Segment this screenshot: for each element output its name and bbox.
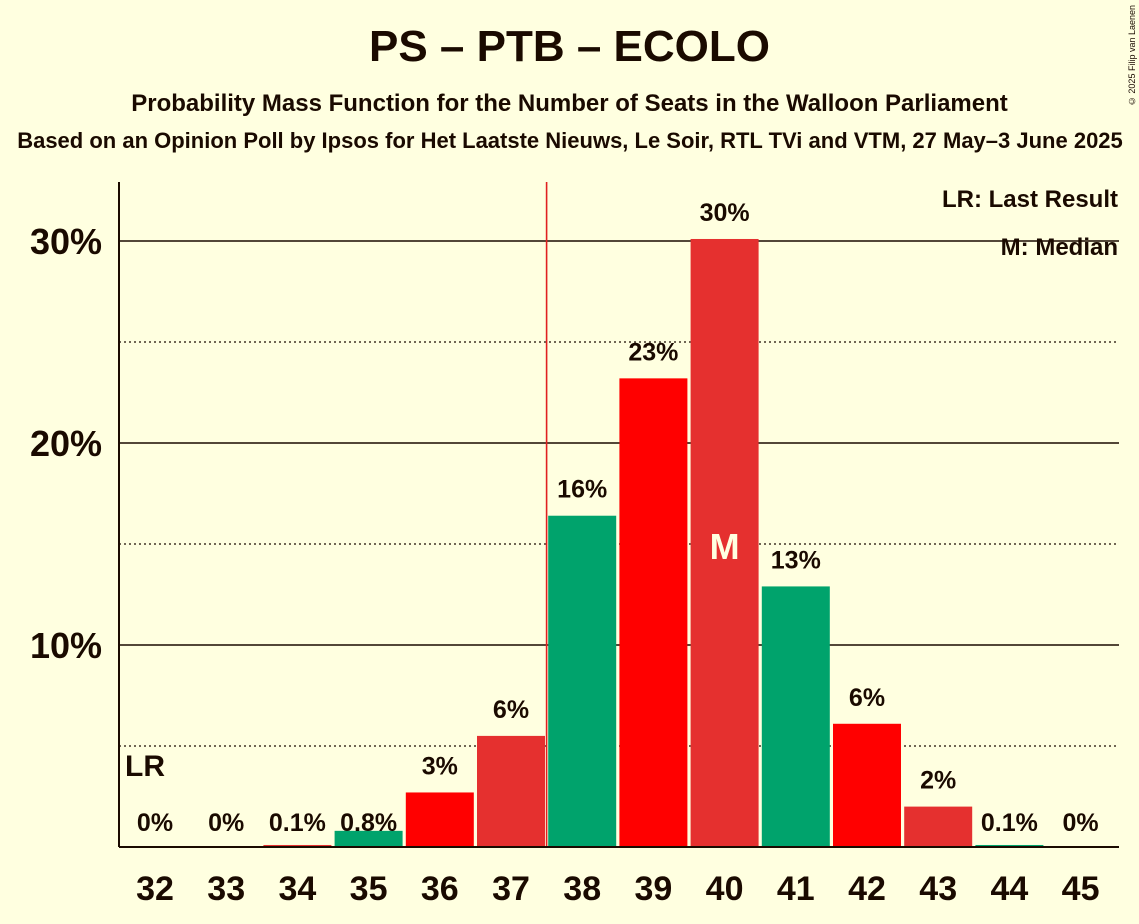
bar bbox=[477, 735, 545, 847]
bar bbox=[619, 378, 688, 847]
chart-source: Based on an Opinion Poll by Ipsos for He… bbox=[17, 128, 1123, 153]
data-label: 0% bbox=[208, 809, 244, 837]
x-tick-label: 43 bbox=[919, 870, 957, 908]
x-tick-label: 39 bbox=[634, 870, 672, 908]
x-tick-label: 34 bbox=[278, 870, 316, 908]
bar bbox=[833, 723, 901, 847]
data-label: 0% bbox=[1063, 809, 1099, 837]
bar bbox=[690, 238, 759, 848]
chart-title: PS – PTB – ECOLO bbox=[369, 22, 770, 71]
x-tick-label: 38 bbox=[563, 870, 601, 908]
bar bbox=[405, 792, 474, 847]
chart-subtitle: Probability Mass Function for the Number… bbox=[131, 90, 1008, 117]
x-tick-label: 32 bbox=[136, 870, 174, 908]
bar bbox=[334, 830, 403, 847]
y-tick-label: 20% bbox=[30, 423, 102, 464]
last-result-marker: LR bbox=[125, 750, 165, 783]
data-label: 0.1% bbox=[981, 809, 1038, 837]
data-label: 30% bbox=[700, 199, 750, 227]
data-label: 6% bbox=[849, 684, 885, 712]
data-label: 3% bbox=[422, 752, 458, 780]
legend-median: M: Median bbox=[1000, 234, 1118, 261]
bar bbox=[548, 515, 617, 847]
x-tick-label: 45 bbox=[1062, 870, 1100, 908]
bar bbox=[975, 844, 1044, 847]
x-tick-label: 42 bbox=[848, 870, 886, 908]
x-tick-label: 35 bbox=[350, 870, 388, 908]
x-tick-label: 41 bbox=[777, 870, 815, 908]
data-label: 0% bbox=[137, 809, 173, 837]
data-label: 13% bbox=[771, 546, 821, 574]
data-label: 23% bbox=[628, 338, 678, 366]
y-tick-label: 10% bbox=[30, 625, 102, 666]
y-tick-label: 30% bbox=[30, 221, 102, 262]
legend-last-result: LR: Last Result bbox=[941, 186, 1118, 213]
bar bbox=[904, 806, 973, 847]
x-tick-label: 44 bbox=[990, 870, 1028, 908]
data-label: 2% bbox=[920, 767, 956, 795]
data-label: 6% bbox=[493, 696, 529, 724]
data-label: 16% bbox=[557, 476, 607, 504]
x-tick-label: 36 bbox=[421, 870, 459, 908]
x-tick-label: 37 bbox=[492, 870, 530, 908]
data-label: 0.8% bbox=[340, 809, 397, 837]
median-marker: M bbox=[710, 526, 740, 567]
bar bbox=[263, 844, 332, 847]
bar bbox=[761, 586, 830, 847]
x-tick-label: 40 bbox=[706, 870, 744, 908]
data-label: 0.1% bbox=[269, 809, 326, 837]
x-tick-label: 33 bbox=[207, 870, 245, 908]
